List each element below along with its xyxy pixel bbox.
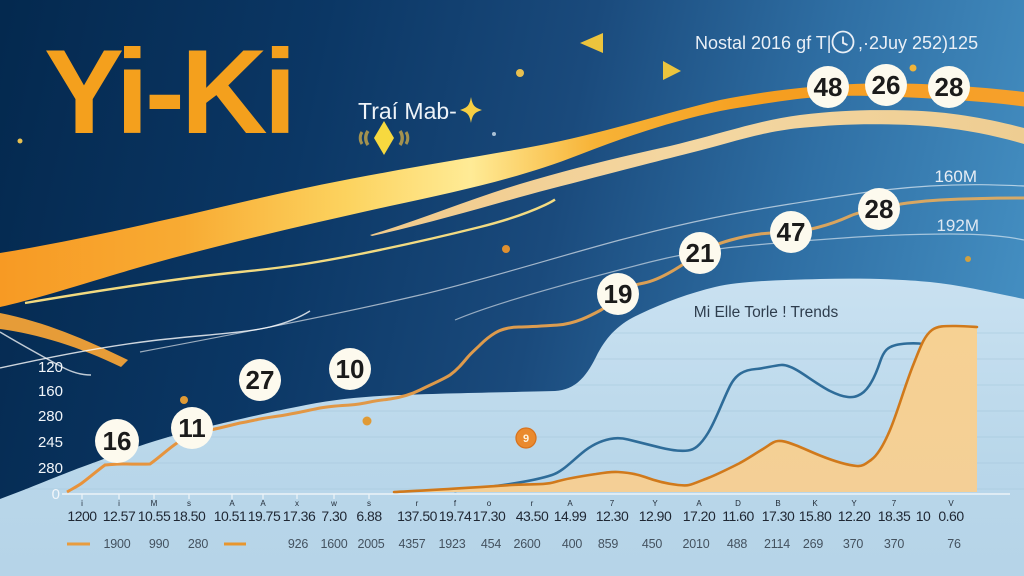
svg-text:K: K <box>812 499 818 508</box>
svg-text:r: r <box>416 499 419 508</box>
svg-text:15.80: 15.80 <box>799 508 832 524</box>
svg-text:488: 488 <box>727 537 748 551</box>
svg-text:21: 21 <box>686 238 715 268</box>
svg-text:Y: Y <box>851 499 857 508</box>
svg-text:17.20: 17.20 <box>683 508 716 524</box>
svg-text:19.75: 19.75 <box>248 508 281 524</box>
svg-text:11.60: 11.60 <box>722 508 754 524</box>
svg-text:47: 47 <box>777 217 806 247</box>
svg-text:454: 454 <box>481 537 502 551</box>
svg-text:280: 280 <box>38 460 63 477</box>
svg-text:Mi Elle Torle ! Trends: Mi Elle Torle ! Trends <box>694 304 839 321</box>
svg-text:76: 76 <box>947 537 961 551</box>
svg-text:2005: 2005 <box>357 537 384 551</box>
svg-text:A: A <box>260 499 266 508</box>
svg-text:r: r <box>531 499 534 508</box>
svg-text:48: 48 <box>814 72 843 102</box>
svg-text:f: f <box>454 499 457 508</box>
svg-text:Yi-Ki: Yi-Ki <box>44 25 293 159</box>
svg-text:12.30: 12.30 <box>596 508 629 524</box>
svg-text:160M: 160M <box>934 167 977 186</box>
svg-text:19.74: 19.74 <box>439 508 472 524</box>
svg-text:10: 10 <box>336 354 365 384</box>
svg-text:B: B <box>775 499 780 508</box>
svg-text:D: D <box>735 499 741 508</box>
svg-text:,·2Juy 252)125: ,·2Juy 252)125 <box>858 33 978 53</box>
svg-text:28: 28 <box>935 72 964 102</box>
svg-text:370: 370 <box>884 537 905 551</box>
svg-text:17.36: 17.36 <box>283 508 316 524</box>
svg-text:V: V <box>948 499 954 508</box>
svg-text:17.30: 17.30 <box>473 508 506 524</box>
svg-text:9: 9 <box>523 433 529 445</box>
svg-text:2114: 2114 <box>764 537 790 551</box>
svg-text:2010: 2010 <box>682 537 709 551</box>
svg-text:Nostal 2016 gf T|: Nostal 2016 gf T| <box>695 33 831 53</box>
svg-text:28: 28 <box>865 194 894 224</box>
svg-text:M: M <box>151 499 158 508</box>
svg-text:6.88: 6.88 <box>356 508 382 524</box>
svg-text:7.30: 7.30 <box>321 508 347 524</box>
svg-text:450: 450 <box>642 537 663 551</box>
svg-text:12.20: 12.20 <box>838 508 871 524</box>
svg-text:0: 0 <box>52 486 60 503</box>
svg-text:12.57: 12.57 <box>103 508 136 524</box>
svg-text:s: s <box>187 499 191 508</box>
svg-text:18.35: 18.35 <box>878 508 911 524</box>
svg-text:x: x <box>295 499 299 508</box>
svg-text:990: 990 <box>149 537 170 551</box>
svg-text:400: 400 <box>562 537 583 551</box>
svg-text:2600: 2600 <box>513 537 540 551</box>
svg-text:1200: 1200 <box>67 508 97 524</box>
svg-text:i: i <box>81 499 83 508</box>
svg-text:160: 160 <box>38 383 63 400</box>
svg-text:A: A <box>229 499 235 508</box>
svg-text:A: A <box>567 499 573 508</box>
svg-text:10.55: 10.55 <box>138 508 171 524</box>
svg-text:19: 19 <box>604 279 633 309</box>
svg-text:18.50: 18.50 <box>173 508 206 524</box>
svg-text:269: 269 <box>803 537 824 551</box>
svg-text:137.50: 137.50 <box>397 508 438 524</box>
svg-text:10.51: 10.51 <box>214 508 247 524</box>
svg-text:245: 245 <box>38 434 63 451</box>
svg-text:i: i <box>118 499 120 508</box>
svg-text:11: 11 <box>178 413 206 443</box>
svg-text:370: 370 <box>843 537 864 551</box>
svg-text:192M: 192M <box>936 216 979 235</box>
svg-text:14.99: 14.99 <box>554 508 587 524</box>
svg-text:16: 16 <box>103 426 132 456</box>
svg-text:10: 10 <box>916 508 931 524</box>
svg-text:A: A <box>696 499 702 508</box>
svg-text:12.90: 12.90 <box>639 508 672 524</box>
svg-text:s: s <box>367 499 371 508</box>
svg-text:7: 7 <box>610 499 615 508</box>
svg-text:17.30: 17.30 <box>762 508 795 524</box>
svg-text:859: 859 <box>598 537 619 551</box>
svg-text:o: o <box>487 499 492 508</box>
svg-text:26: 26 <box>872 70 901 100</box>
svg-text:120: 120 <box>38 359 63 376</box>
svg-text:1900: 1900 <box>103 537 130 551</box>
svg-text:Traí Mab-: Traí Mab- <box>358 98 457 124</box>
svg-text:27: 27 <box>246 365 275 395</box>
svg-text:280: 280 <box>38 408 63 425</box>
svg-text:7: 7 <box>892 499 897 508</box>
svg-text:w: w <box>330 499 337 508</box>
svg-text:Y: Y <box>652 499 658 508</box>
svg-text:0.60: 0.60 <box>938 508 964 524</box>
svg-text:4357: 4357 <box>398 537 425 551</box>
svg-text:280: 280 <box>188 537 209 551</box>
svg-text:43.50: 43.50 <box>516 508 549 524</box>
svg-text:926: 926 <box>288 537 309 551</box>
svg-text:1923: 1923 <box>438 537 465 551</box>
svg-text:1600: 1600 <box>320 537 347 551</box>
